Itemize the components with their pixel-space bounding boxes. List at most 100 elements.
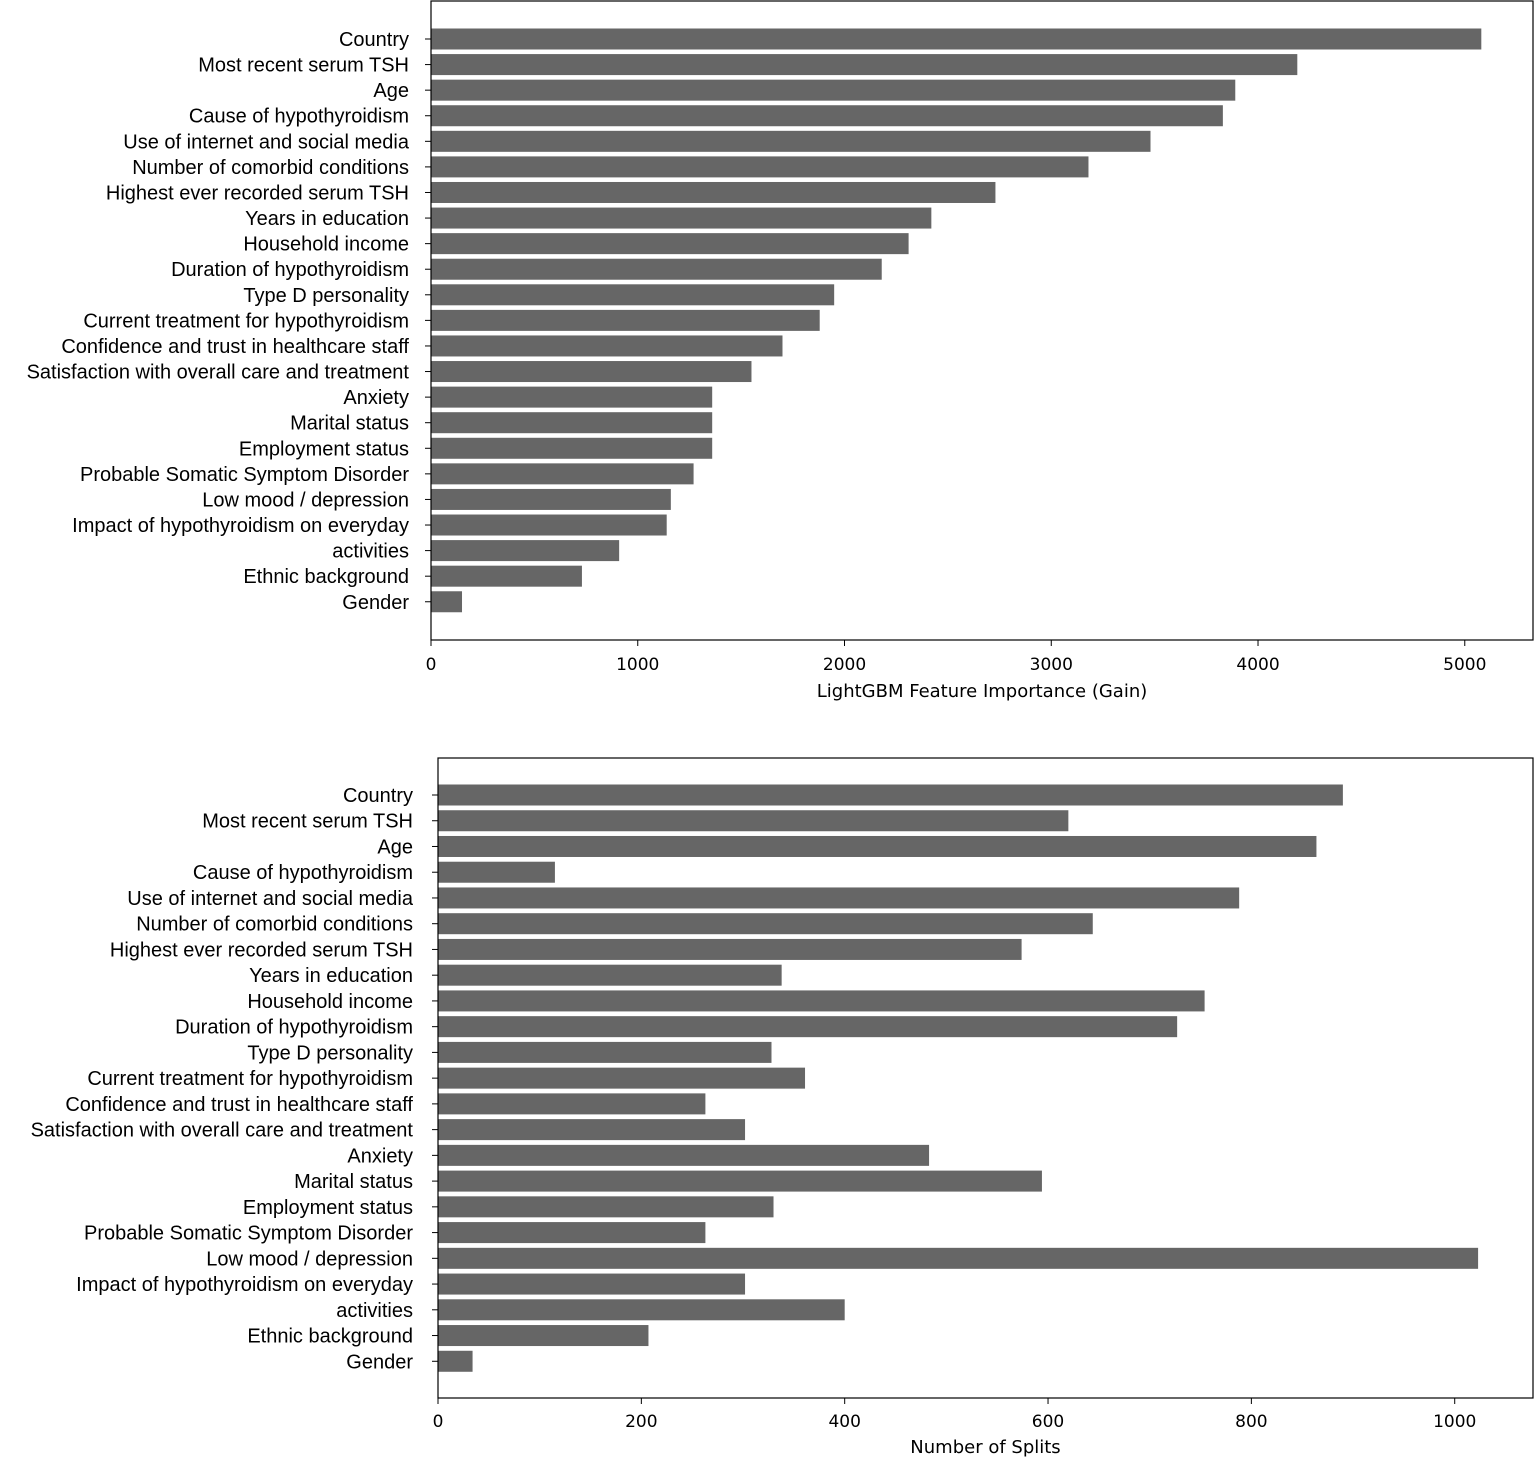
category-label: Marital status <box>290 413 409 435</box>
category-label: Highest ever recorded serum TSH <box>106 182 409 204</box>
bar-1 <box>431 28 1482 50</box>
bar-2 <box>431 54 1298 76</box>
category-label: Probable Somatic Symptom Disorder <box>84 1223 413 1245</box>
split-count-chart: Country Most recent serum TSH Age Cause of … <box>31 757 1534 1458</box>
x-tick-label: 4000 <box>1236 655 1279 675</box>
category-label: Low mood / depression <box>202 489 409 511</box>
bar-21 <box>431 540 620 562</box>
category-label: Marital status <box>294 1171 413 1193</box>
bar-23 <box>438 1350 473 1372</box>
bar-4 <box>431 105 1223 127</box>
bar-9 <box>438 990 1205 1012</box>
bar-13 <box>431 335 783 357</box>
category-label: Cause of hypothyroidism <box>193 862 413 884</box>
bar-17 <box>438 1196 774 1218</box>
x-tick-label: 600 <box>1032 1412 1064 1432</box>
x-tick-label: 0 <box>426 655 437 675</box>
bar-1 <box>438 784 1343 806</box>
category-label: Satisfaction with overall care and treat… <box>27 362 410 384</box>
category-label: Satisfaction with overall care and treat… <box>31 1120 414 1142</box>
category-label: Current treatment for hypothyroidism <box>87 1068 413 1090</box>
category-label: Anxiety <box>343 387 409 409</box>
bar-3 <box>431 79 1236 101</box>
category-label: Household income <box>243 234 409 256</box>
category-label: Current treatment for hypothyroidism <box>83 310 409 332</box>
bar-19 <box>431 488 671 510</box>
category-label: activities <box>332 541 409 563</box>
bar-11 <box>431 284 835 306</box>
category-label: Cause of hypothyroidism <box>189 106 409 128</box>
category-label: Use of internet and social media <box>123 131 410 153</box>
bar-7 <box>431 181 996 203</box>
x-tick-label: 5000 <box>1443 655 1486 675</box>
bar-13 <box>438 1093 706 1115</box>
category-label: Confidence and trust in healthcare staff <box>65 1094 413 1116</box>
x-tick-label: 2000 <box>823 655 866 675</box>
bar-12 <box>438 1067 806 1089</box>
category-label: Gender <box>346 1351 413 1373</box>
category-label: Impact of hypothyroidism on everyday <box>72 515 409 537</box>
bar-5 <box>438 887 1240 909</box>
bar-6 <box>431 156 1089 178</box>
category-label: Years in education <box>245 208 409 230</box>
bar-14 <box>438 1119 746 1141</box>
category-label: Low mood / depression <box>206 1248 413 1270</box>
x-tick-label: 400 <box>828 1412 860 1432</box>
category-label: Anxiety <box>347 1145 413 1167</box>
bar-12 <box>431 309 820 331</box>
category-label: Number of comorbid conditions <box>132 157 409 179</box>
bar-8 <box>431 207 932 229</box>
bar-22 <box>431 565 582 587</box>
category-label: Type D personality <box>243 285 409 307</box>
bar-10 <box>431 258 882 280</box>
bar-20 <box>438 1273 746 1295</box>
category-label: Employment status <box>243 1197 413 1219</box>
bar-3 <box>438 835 1317 857</box>
category-label: Country <box>339 29 409 51</box>
bar-22 <box>438 1325 649 1347</box>
bar-23 <box>431 591 463 613</box>
category-label: Probable Somatic Symptom Disorder <box>80 464 409 486</box>
bar-4 <box>438 861 555 883</box>
category-label: Years in education <box>249 965 413 987</box>
x-tick-label: 0 <box>433 1412 444 1432</box>
bar-2 <box>438 810 1069 832</box>
category-label: Type D personality <box>247 1042 413 1064</box>
bar-5 <box>431 130 1151 152</box>
category-label: Impact of hypothyroidism on everyday <box>76 1274 413 1296</box>
bar-11 <box>438 1041 772 1063</box>
bar-20 <box>431 514 667 536</box>
x-tick-label: 800 <box>1235 1412 1267 1432</box>
bar-18 <box>431 463 694 485</box>
category-label: activities <box>336 1300 413 1322</box>
bar-8 <box>438 964 782 986</box>
category-label: Country <box>343 785 413 807</box>
category-label: Confidence and trust in healthcare staff <box>61 336 409 358</box>
bar-18 <box>438 1222 706 1244</box>
category-label: Most recent serum TSH <box>202 811 413 833</box>
category-label: Number of comorbid conditions <box>136 914 413 936</box>
bar-15 <box>431 386 713 408</box>
category-label: Age <box>373 80 409 102</box>
x-tick-label: 1000 <box>616 655 659 675</box>
plot-frame <box>437 757 1534 1399</box>
bar-15 <box>438 1144 930 1166</box>
x-tick-label: 1000 <box>1433 1412 1476 1432</box>
category-label: Gender <box>342 592 409 614</box>
bar-7 <box>438 938 1022 960</box>
category-label: Employment status <box>239 438 409 460</box>
bar-10 <box>438 1016 1178 1038</box>
category-label: Age <box>377 836 413 858</box>
category-label: Duration of hypothyroidism <box>171 259 409 281</box>
category-label: Ethnic background <box>247 1326 413 1348</box>
x-axis-label: Number of Splits <box>910 1437 1060 1458</box>
x-tick-label: 200 <box>625 1412 657 1432</box>
bar-21 <box>438 1299 845 1321</box>
gain-importance-chart: Country Most recent serum TSH Age Cause of … <box>27 0 1534 702</box>
category-label: Highest ever recorded serum TSH <box>110 939 413 961</box>
category-label: Household income <box>247 991 413 1013</box>
bar-6 <box>438 913 1093 935</box>
bar-14 <box>431 361 752 383</box>
x-tick-label: 3000 <box>1030 655 1073 675</box>
